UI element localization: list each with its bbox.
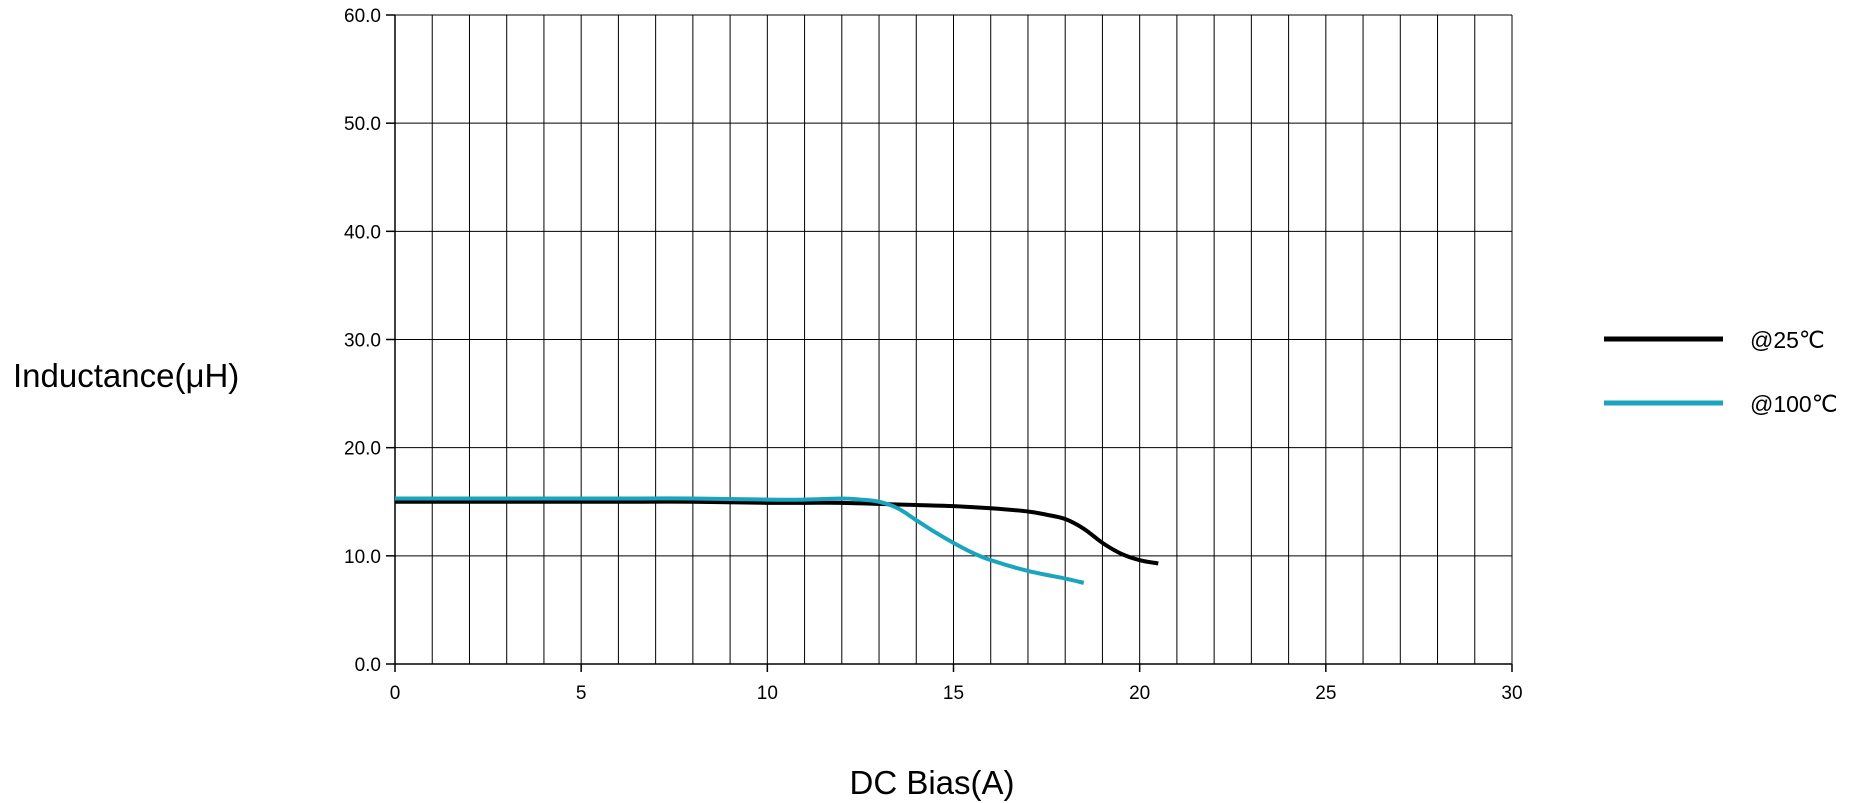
series-line-25c xyxy=(395,499,1159,566)
x-tick-label: 5 xyxy=(576,683,587,704)
x-tick-label: 25 xyxy=(1315,683,1336,704)
y-tick-label: 60.0 xyxy=(344,6,381,27)
legend: @25℃ @100℃ xyxy=(1604,327,1838,417)
legend-label-100c: @100℃ xyxy=(1750,391,1838,417)
y-tick-label: 0.0 xyxy=(355,655,381,676)
y-tick-label: 30.0 xyxy=(344,331,381,352)
y-axis-title: Inductance(μH) xyxy=(13,357,239,394)
x-axis-title: DC Bias(A) xyxy=(849,764,1014,801)
x-tick-label: 0 xyxy=(390,683,401,704)
x-tick-label: 10 xyxy=(757,683,778,704)
y-tick-label: 50.0 xyxy=(344,114,381,135)
y-tick-labels: 0.0 10.0 20.0 30.0 40.0 50.0 60.0 xyxy=(344,6,381,676)
x-tick-label: 30 xyxy=(1501,683,1522,704)
x-tick-label: 20 xyxy=(1129,683,1150,704)
y-tick-label: 40.0 xyxy=(344,222,381,243)
x-tick-labels: 0 5 10 15 20 25 30 xyxy=(390,683,1523,704)
y-tick-label: 20.0 xyxy=(344,439,381,460)
grid xyxy=(394,14,1513,665)
axes xyxy=(386,14,1513,672)
legend-label-25c: @25℃ xyxy=(1750,327,1825,353)
series-lines xyxy=(395,496,1159,585)
x-tick-label: 15 xyxy=(943,683,964,704)
y-tick-label: 10.0 xyxy=(344,547,381,568)
series-line-100c xyxy=(395,496,1085,585)
